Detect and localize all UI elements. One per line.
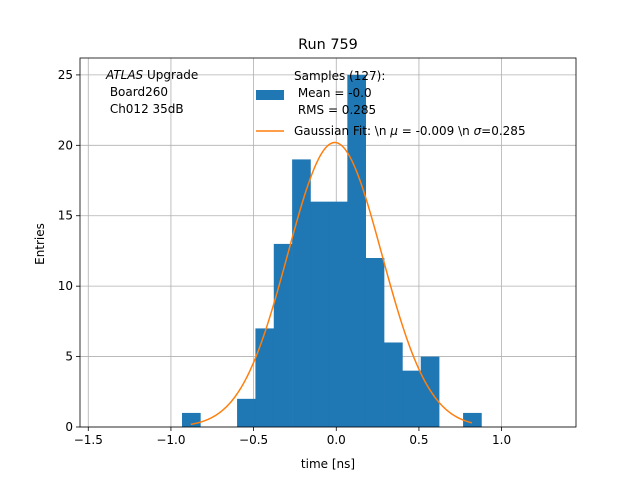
chart-title: Run 759 (298, 37, 358, 53)
y-axis-label: Entries (33, 223, 47, 265)
legend: Samples (127): Mean = -0.0 RMS = 0.285 G… (256, 69, 526, 138)
x-axis-label: time [ns] (301, 457, 355, 471)
histogram-bar (237, 398, 256, 427)
atlas-label: ATLAS (105, 68, 144, 82)
histogram-bar (384, 342, 403, 427)
legend-hist-swatch (256, 90, 284, 100)
x-tick-label: −1.5 (74, 433, 103, 447)
x-tick-label: −0.5 (239, 433, 268, 447)
histogram-bar (328, 201, 348, 427)
annotation-upgrade: Upgrade (143, 68, 198, 82)
legend-hist-line1: Samples (127): (294, 69, 385, 83)
histogram-bar (420, 356, 440, 427)
histogram-bar (463, 412, 482, 427)
x-tick-label: 0.0 (327, 433, 346, 447)
annotation-board: Board260 (106, 85, 168, 99)
legend-hist-line2: Mean = -0.0 (294, 86, 372, 100)
y-tick-label: 5 (65, 350, 73, 364)
x-tick-label: 1.0 (492, 433, 511, 447)
histogram-bar (255, 328, 275, 427)
histogram-bar (365, 257, 385, 427)
histogram-bar (402, 370, 422, 427)
y-tick-label: 25 (58, 68, 73, 82)
x-tick-label: −1.0 (156, 433, 185, 447)
x-tick-label: 0.5 (409, 433, 428, 447)
histogram-bar (310, 201, 330, 427)
y-tick-label: 15 (58, 209, 73, 223)
y-tick-label: 20 (58, 138, 73, 152)
histogram-bar (347, 74, 366, 428)
plot-frame (79, 57, 577, 428)
x-ticks: −1.5 −1.0 −0.5 0.0 0.5 1.0 (74, 427, 511, 447)
atlas-annotation: ATLAS Upgrade Board260 Ch012 35dB (105, 68, 198, 116)
annotation-channel: Ch012 35dB (106, 102, 184, 116)
y-tick-label: 10 (58, 279, 73, 293)
y-tick-label: 0 (65, 420, 73, 434)
legend-hist-line3: RMS = 0.285 (294, 103, 376, 117)
y-ticks: 0 5 10 15 20 25 (58, 68, 80, 434)
histogram-bar (292, 159, 311, 427)
svg-text:ATLAS Upgrade: ATLAS Upgrade (105, 68, 198, 82)
legend-fit-label: Gaussian Fit: \n μ = -0.009 \n σ=0.285 (294, 124, 526, 138)
gaussian-fit-line (190, 141, 473, 426)
